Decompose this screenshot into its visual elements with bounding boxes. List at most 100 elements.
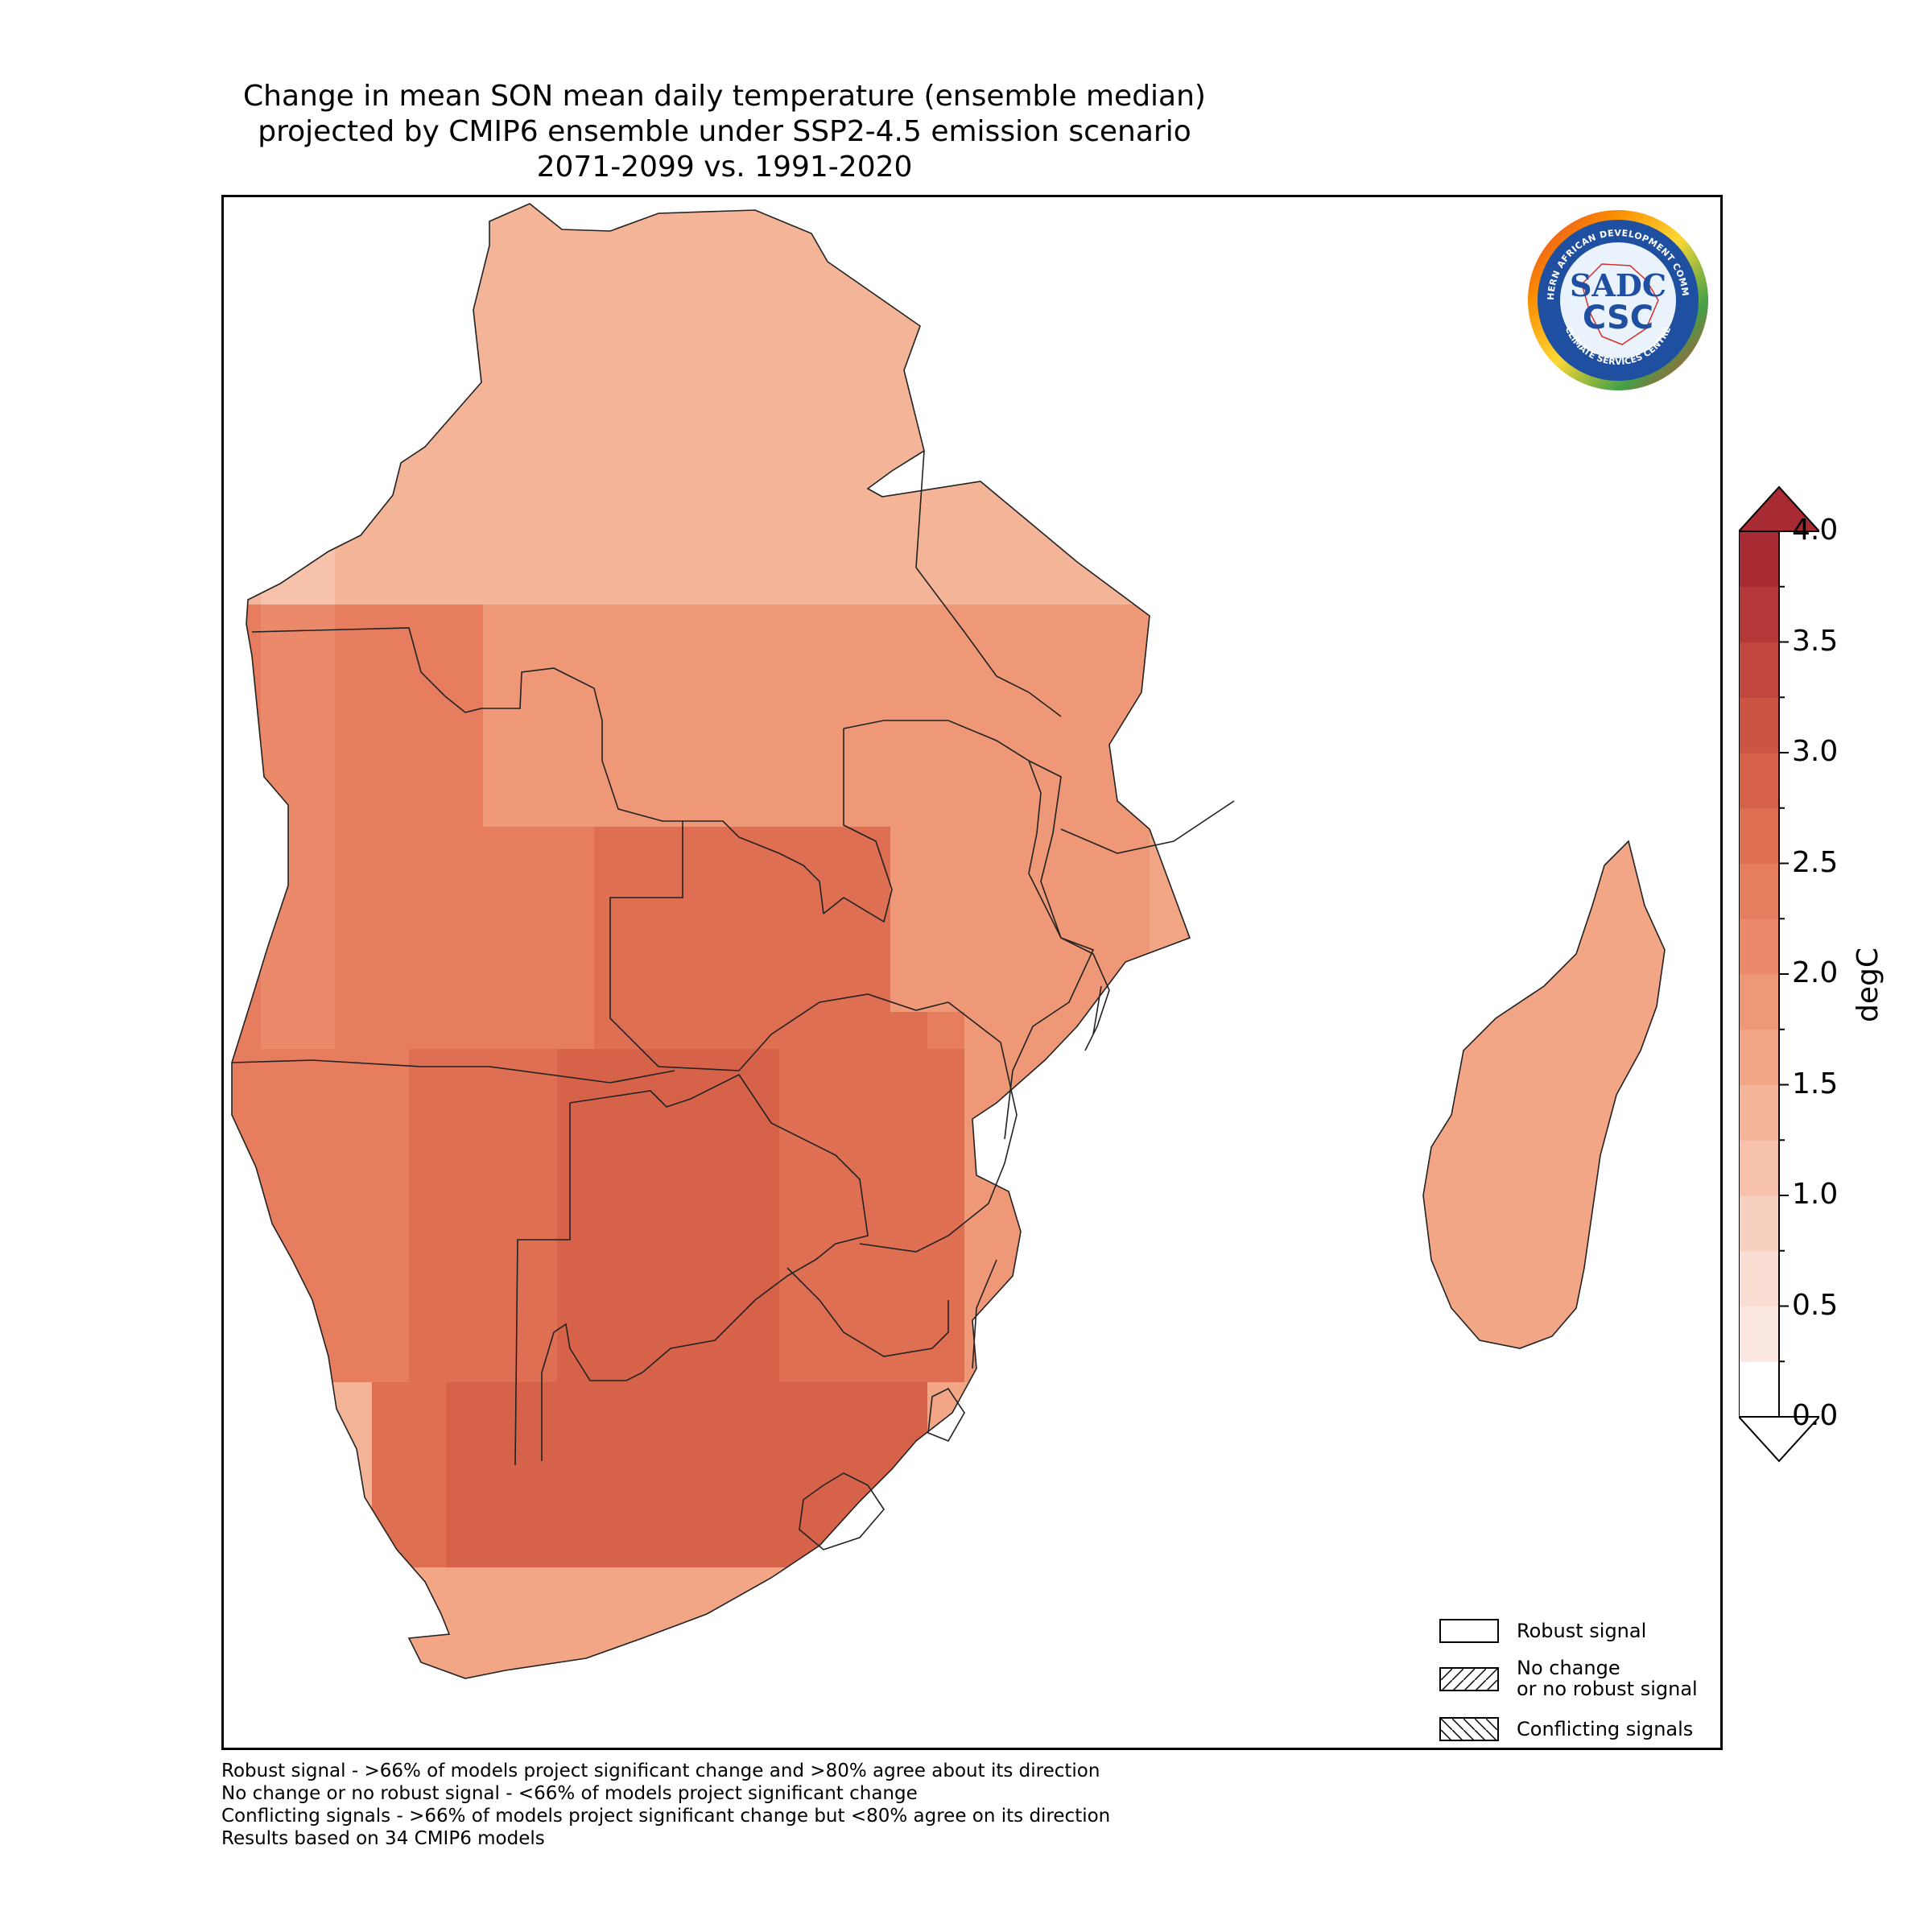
grid-cell <box>1372 975 1410 1013</box>
grid-cell <box>1224 605 1261 642</box>
grid-cell <box>1372 901 1410 939</box>
grid-cell <box>409 382 447 420</box>
grid-cell <box>261 753 299 791</box>
grid-cell <box>779 975 817 1013</box>
grid-cell <box>705 716 743 753</box>
grid-cell <box>1001 1567 1039 1605</box>
grid-cell <box>446 1382 484 1420</box>
grid-cell <box>779 1419 817 1457</box>
grid-cell <box>1261 1271 1298 1309</box>
grid-cell <box>964 382 1002 420</box>
grid-cell <box>705 1271 743 1309</box>
grid-cell <box>964 568 1002 605</box>
grid-cell <box>853 1641 891 1678</box>
grid-cell <box>520 1345 558 1383</box>
grid-cell <box>1261 204 1298 235</box>
grid-cell <box>335 530 373 568</box>
grid-cell <box>594 1012 632 1050</box>
grid-cell <box>1038 568 1076 605</box>
grid-cell <box>890 1271 928 1309</box>
grid-cell <box>853 1197 891 1235</box>
grid-cell <box>1224 1456 1261 1494</box>
grid-cell <box>927 1604 965 1642</box>
grid-cell <box>520 1530 558 1568</box>
grid-cell <box>557 1160 595 1198</box>
grid-cell <box>1113 1678 1150 1716</box>
grid-cell <box>1075 308 1113 346</box>
grid-cell <box>816 530 854 568</box>
grid-cell <box>1298 1086 1335 1124</box>
grid-cell <box>1075 1234 1113 1272</box>
colorbar-bin <box>1739 974 1779 1030</box>
grid-cell <box>372 1012 410 1050</box>
grid-cell <box>1038 1123 1076 1161</box>
grid-cell <box>1335 975 1373 1013</box>
grid-cell <box>1335 204 1373 235</box>
grid-cell <box>1631 790 1665 828</box>
grid-cell <box>853 1308 891 1346</box>
grid-cell <box>1075 1345 1113 1383</box>
grid-cell <box>890 1382 928 1420</box>
grid-cell <box>668 642 706 679</box>
grid-cell <box>1298 1567 1335 1605</box>
grid-cell <box>1372 1271 1410 1309</box>
grid-cell <box>631 345 669 383</box>
grid-cell <box>298 938 336 976</box>
grid-cell <box>1224 901 1261 939</box>
grid-cell <box>964 864 1002 902</box>
grid-cell <box>631 568 669 605</box>
grid-cell <box>1001 204 1039 235</box>
grid-cell <box>372 790 410 828</box>
grid-cell <box>1594 938 1632 976</box>
grid-cell <box>1668 642 1706 679</box>
grid-cell <box>1001 790 1039 828</box>
grid-cell <box>520 419 558 457</box>
grid-cell <box>483 271 521 309</box>
grid-cell <box>1446 1530 1484 1568</box>
grid-cell <box>335 308 373 346</box>
grid-cell <box>594 1234 632 1272</box>
grid-cell <box>1038 1271 1076 1309</box>
grid-cell <box>1372 1678 1410 1716</box>
grid-cell <box>1261 1123 1298 1161</box>
grid-cell <box>927 1641 965 1678</box>
grid-cell <box>372 1641 410 1678</box>
grid-cell <box>779 605 817 642</box>
grid-cell <box>594 901 632 939</box>
grid-cell <box>1261 1197 1298 1235</box>
grid-cell <box>372 1308 410 1346</box>
grid-cell <box>520 493 558 531</box>
grid-cell <box>927 1123 965 1161</box>
grid-cell <box>705 1604 743 1642</box>
grid-cell <box>594 1567 632 1605</box>
grid-cell <box>631 419 669 457</box>
grid-cell <box>1557 1308 1595 1346</box>
grid-cell <box>520 234 558 272</box>
grid-cell <box>1224 271 1261 309</box>
grid-cell <box>668 1567 706 1605</box>
grid-cell <box>232 456 262 494</box>
grid-cell <box>668 1456 706 1494</box>
grid-cell <box>483 1604 521 1642</box>
grid-cell <box>557 938 595 976</box>
grid-cell <box>1594 530 1632 568</box>
grid-cell <box>1409 864 1447 902</box>
grid-cell <box>1483 1419 1521 1457</box>
grid-cell <box>1224 493 1261 531</box>
grid-cell <box>890 419 928 457</box>
colorbar-tick-label: 1.5 <box>1792 1067 1839 1100</box>
grid-cell <box>557 1308 595 1346</box>
grid-cell <box>1335 419 1373 457</box>
grid-cell <box>1668 864 1706 902</box>
grid-cell <box>446 1271 484 1309</box>
grid-cell <box>1187 642 1224 679</box>
temperature-change-map <box>231 203 1706 1716</box>
grid-cell <box>1113 938 1150 976</box>
grid-cell <box>1335 790 1373 828</box>
grid-cell <box>232 271 262 309</box>
grid-cell <box>927 345 965 383</box>
grid-cell <box>409 493 447 531</box>
grid-cell <box>261 493 299 531</box>
grid-cell <box>853 419 891 457</box>
grid-cell <box>372 1086 410 1124</box>
